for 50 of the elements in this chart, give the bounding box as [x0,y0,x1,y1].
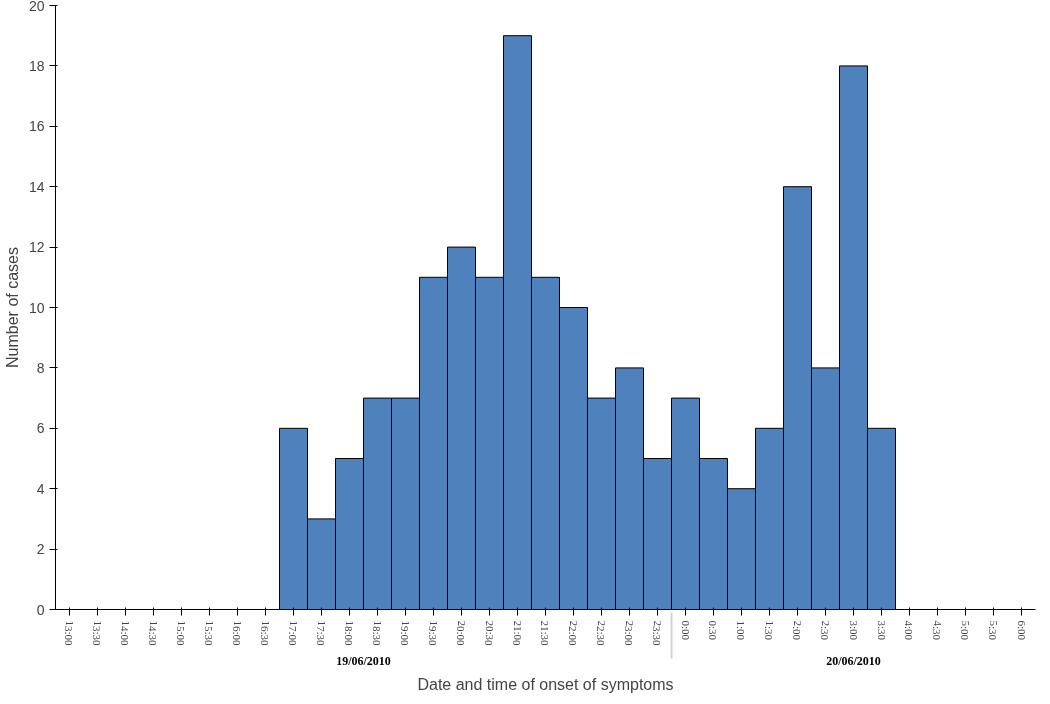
x-tick-label: 15:30 [203,620,216,647]
x-tick-label: 23:00 [623,620,636,647]
y-tick-label: 10 [28,299,45,316]
x-tick-label: 21:30 [539,620,552,647]
x-tick-label: 16:30 [259,620,272,647]
y-tick-label: 6 [36,420,45,437]
y-tick-label: 2 [36,541,45,558]
x-tick-label: 19:00 [399,620,412,647]
x-tick-label: 18:00 [343,620,356,647]
x-tick-label: 13:30 [91,620,104,647]
x-tick-label: 13:00 [63,620,76,647]
x-tick-label: 2:00 [791,620,804,641]
x-tick-label: 1:00 [735,620,748,641]
x-tick-label: 4:00 [903,620,916,641]
x-tick-label: 3:00 [847,620,860,641]
x-tick-label: 20:00 [455,620,468,647]
y-axis-title: Number of cases [3,247,21,368]
x-tick-label: 6:00 [1015,620,1028,641]
y-tick-label: 12 [28,239,45,256]
y-tick-label: 0 [36,601,45,618]
x-tick-label: 20:30 [483,620,496,647]
x-tick-label: 23:30 [651,620,664,647]
x-tick-label: 15:00 [175,620,188,647]
y-tick-label: 18 [28,57,45,74]
x-axis-title: Date and time of onset of symptoms [417,675,674,693]
y-tick-label: 20 [28,0,45,14]
x-tick-label: 14:30 [147,620,160,647]
x-tick-label: 1:30 [763,620,776,641]
y-tick-label: 16 [28,118,45,135]
text: 19/06/2010 [336,653,391,668]
x-tick-label: 21:00 [511,620,524,647]
x-tick-label: 0:30 [707,620,720,641]
x-tick-label: 17:00 [287,620,300,647]
x-tick-label: 5:30 [987,620,1000,641]
y-tick-label: 4 [36,480,45,497]
y-tick-label: 8 [36,359,45,376]
x-tick-label: 17:30 [315,620,328,647]
x-tick-label: 14:00 [119,620,132,647]
x-tick-label: 22:30 [595,620,608,647]
x-tick-label: 22:00 [567,620,580,647]
x-tick-label: 2:30 [819,620,832,641]
x-tick-label: 5:00 [959,620,972,641]
x-tick-label: 19:30 [427,620,440,647]
x-tick-label: 16:00 [231,620,244,647]
x-tick-label: 4:30 [931,620,944,641]
text: 20/06/2010 [826,653,881,668]
x-tick-label: 3:30 [875,620,888,641]
y-tick-label: 14 [28,178,45,195]
x-tick-label: 18:30 [371,620,384,647]
x-tick-label: 0:00 [679,620,692,641]
